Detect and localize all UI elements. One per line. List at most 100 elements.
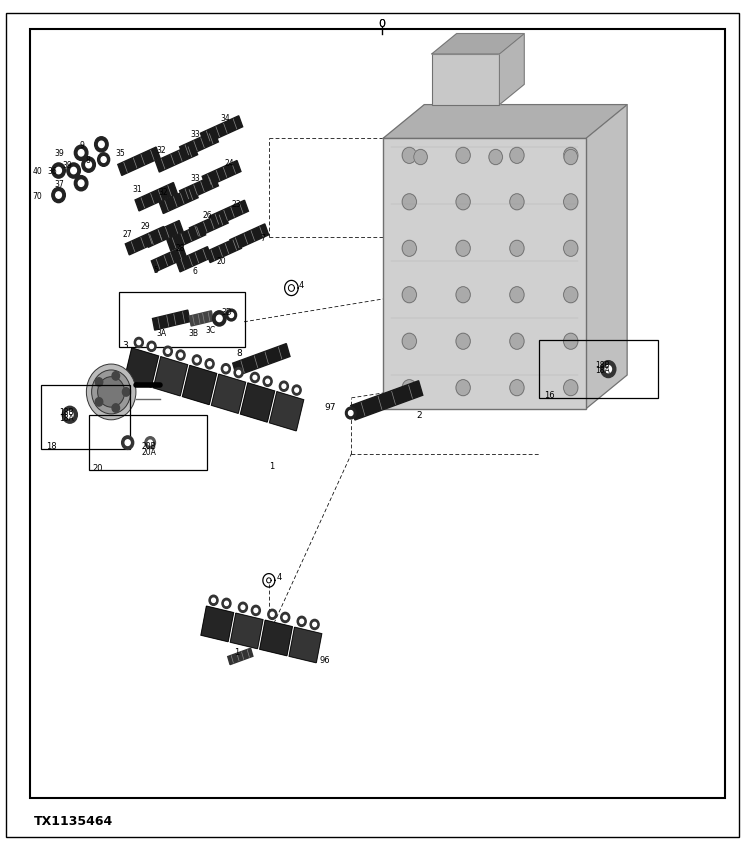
Circle shape bbox=[292, 386, 301, 396]
Text: 3C: 3C bbox=[205, 326, 216, 334]
Text: 29: 29 bbox=[140, 222, 149, 230]
Circle shape bbox=[456, 287, 470, 303]
Circle shape bbox=[563, 194, 578, 210]
Circle shape bbox=[86, 162, 92, 169]
Text: 35: 35 bbox=[116, 149, 125, 158]
Circle shape bbox=[510, 287, 524, 303]
Polygon shape bbox=[144, 221, 183, 248]
Text: 39: 39 bbox=[62, 161, 72, 170]
Text: 96: 96 bbox=[319, 656, 330, 664]
Text: 23: 23 bbox=[232, 200, 241, 208]
Polygon shape bbox=[153, 357, 188, 397]
Polygon shape bbox=[289, 628, 321, 663]
Circle shape bbox=[605, 366, 611, 373]
Bar bbox=[89, 415, 207, 470]
Circle shape bbox=[601, 361, 616, 378]
Polygon shape bbox=[152, 311, 190, 331]
Circle shape bbox=[212, 598, 216, 603]
Text: 20B: 20B bbox=[141, 441, 156, 450]
Circle shape bbox=[456, 333, 470, 349]
Polygon shape bbox=[228, 648, 253, 665]
Polygon shape bbox=[202, 161, 241, 188]
Polygon shape bbox=[135, 183, 177, 212]
Circle shape bbox=[268, 609, 277, 619]
Text: 20: 20 bbox=[217, 257, 226, 265]
Circle shape bbox=[489, 150, 502, 165]
Circle shape bbox=[402, 380, 417, 396]
Circle shape bbox=[402, 333, 417, 349]
Circle shape bbox=[510, 148, 524, 164]
Circle shape bbox=[52, 164, 65, 179]
Text: 33: 33 bbox=[191, 174, 200, 182]
Circle shape bbox=[402, 194, 417, 210]
Circle shape bbox=[195, 359, 199, 363]
Circle shape bbox=[122, 388, 130, 397]
Text: 34: 34 bbox=[221, 114, 230, 122]
Circle shape bbox=[414, 150, 427, 165]
Text: 3D: 3D bbox=[222, 308, 232, 316]
Circle shape bbox=[98, 142, 104, 149]
Text: 20: 20 bbox=[92, 463, 103, 472]
Text: 39: 39 bbox=[55, 149, 65, 158]
Text: 0: 0 bbox=[378, 19, 385, 29]
Text: 4: 4 bbox=[299, 281, 304, 289]
Polygon shape bbox=[176, 247, 211, 273]
Circle shape bbox=[510, 380, 524, 396]
Text: 28: 28 bbox=[176, 244, 185, 252]
Polygon shape bbox=[270, 392, 303, 431]
Circle shape bbox=[250, 373, 259, 383]
Polygon shape bbox=[179, 176, 219, 203]
Circle shape bbox=[402, 241, 417, 257]
Circle shape bbox=[282, 385, 286, 389]
Circle shape bbox=[348, 411, 353, 416]
Circle shape bbox=[266, 380, 270, 384]
Circle shape bbox=[564, 150, 578, 165]
Polygon shape bbox=[240, 383, 275, 423]
Circle shape bbox=[281, 613, 290, 623]
Polygon shape bbox=[233, 344, 290, 376]
Polygon shape bbox=[230, 225, 269, 252]
Circle shape bbox=[176, 350, 185, 360]
Circle shape bbox=[62, 407, 77, 424]
Circle shape bbox=[112, 372, 119, 381]
Circle shape bbox=[208, 362, 212, 366]
Circle shape bbox=[67, 412, 73, 419]
Circle shape bbox=[234, 368, 243, 378]
Circle shape bbox=[254, 609, 258, 613]
Circle shape bbox=[86, 365, 136, 420]
Polygon shape bbox=[383, 106, 627, 139]
Circle shape bbox=[312, 623, 316, 627]
Circle shape bbox=[56, 168, 62, 175]
Circle shape bbox=[222, 598, 231, 609]
Circle shape bbox=[166, 349, 170, 354]
Circle shape bbox=[563, 287, 578, 303]
Circle shape bbox=[213, 311, 226, 327]
Circle shape bbox=[510, 333, 524, 349]
Circle shape bbox=[145, 437, 155, 449]
Circle shape bbox=[137, 341, 140, 345]
Polygon shape bbox=[201, 607, 234, 641]
Circle shape bbox=[456, 380, 470, 396]
Bar bbox=[119, 293, 245, 348]
Circle shape bbox=[279, 381, 288, 392]
Text: 33: 33 bbox=[191, 130, 200, 138]
Circle shape bbox=[270, 613, 274, 617]
Bar bbox=[41, 386, 130, 449]
Circle shape bbox=[149, 345, 153, 349]
Circle shape bbox=[456, 241, 470, 257]
Circle shape bbox=[456, 148, 470, 164]
Polygon shape bbox=[212, 375, 246, 414]
Circle shape bbox=[101, 158, 106, 163]
Text: 18: 18 bbox=[47, 441, 57, 450]
Circle shape bbox=[510, 241, 524, 257]
Text: 5: 5 bbox=[153, 266, 158, 274]
Text: 20A: 20A bbox=[141, 447, 156, 456]
Circle shape bbox=[95, 378, 103, 387]
Circle shape bbox=[78, 150, 84, 157]
Text: 1: 1 bbox=[270, 462, 274, 470]
Polygon shape bbox=[586, 106, 627, 409]
Polygon shape bbox=[155, 144, 198, 173]
Polygon shape bbox=[125, 227, 167, 256]
Circle shape bbox=[67, 164, 80, 179]
Text: 9: 9 bbox=[80, 141, 85, 149]
